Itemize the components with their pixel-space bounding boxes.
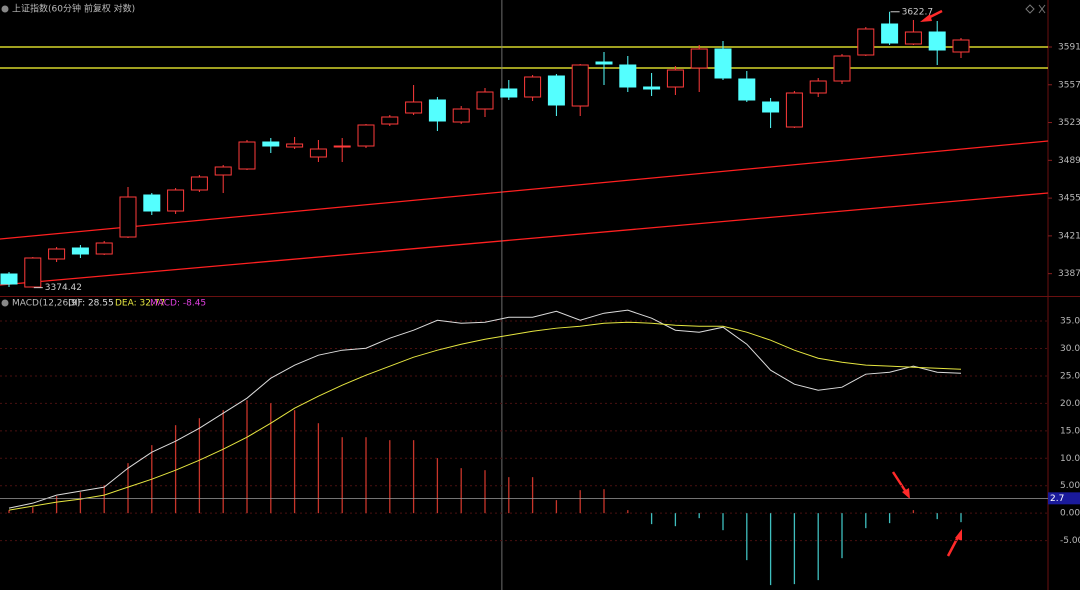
candle-body [452, 108, 470, 123]
candle-body [833, 55, 851, 82]
candle-body [405, 101, 423, 114]
candle-body [571, 64, 589, 107]
candle-body [619, 64, 637, 88]
candle-body [333, 145, 351, 148]
y-tick-label: 3489 [1058, 156, 1080, 166]
y-tick-label: 0.00 [1060, 509, 1080, 519]
red-arrow [920, 9, 943, 22]
candle-body [690, 48, 708, 69]
y-tick-label: 20.00 [1060, 399, 1080, 409]
candle-body [190, 176, 208, 191]
y-tick-label: 35.00 [1060, 317, 1080, 327]
candle-body [238, 141, 256, 170]
y-tick-label: 3591 [1058, 43, 1080, 53]
y-tick-label: 3387 [1058, 269, 1080, 279]
macd-title: MACD(12,26,9) [12, 299, 80, 309]
macd-legend: MACD: -8.45 [150, 299, 206, 309]
chart-title: 上证指数(60分钟 前复权 对数) [12, 3, 135, 15]
annotation-label: 3622.7 [902, 7, 934, 17]
candle-body [309, 148, 327, 158]
y-tick-label: 25.00 [1060, 371, 1080, 381]
candle-body [643, 86, 661, 90]
candle-body [119, 196, 137, 238]
annotation-label: 3374.42 [45, 283, 82, 293]
candle-body [286, 143, 304, 148]
candle-body [714, 48, 732, 79]
y-tick-label: 15.00 [1060, 426, 1080, 436]
macd-icon [1, 299, 9, 307]
diamond-icon[interactable] [1025, 4, 1035, 14]
candle-body [214, 166, 232, 176]
candle-body [809, 80, 827, 94]
title-icon [1, 5, 9, 13]
candle-body [71, 247, 89, 255]
candle-body [0, 273, 18, 285]
candle-body [857, 28, 875, 56]
y-tick-label: 30.00 [1060, 344, 1080, 354]
candle-body [48, 248, 66, 260]
candle-body [95, 242, 113, 255]
candle-body [952, 39, 970, 53]
macd-line [8, 321, 962, 511]
y-tick-label: -5.00 [1060, 536, 1080, 546]
y-tick-label: 5.00 [1060, 481, 1080, 491]
candle-body [524, 76, 542, 98]
candle-body [262, 141, 280, 147]
candle-body [762, 101, 780, 113]
dif-legend: DIF: 28.55 [68, 299, 114, 309]
candle-body [143, 194, 161, 212]
y-tick-label: 3455 [1058, 194, 1080, 204]
candle-body [928, 31, 946, 51]
crosshair-box [1048, 492, 1080, 505]
candle-body [666, 69, 684, 88]
candle-body [167, 189, 185, 212]
candle-body [881, 23, 899, 44]
candle-body [500, 88, 518, 98]
trend-line [0, 192, 1049, 286]
candle-body [547, 75, 565, 106]
y-tick-label: 3523 [1058, 118, 1080, 128]
y-tick-label: 3421 [1058, 231, 1080, 241]
macd-line [8, 309, 962, 509]
trend-line [0, 140, 1049, 240]
candle-body [785, 92, 803, 128]
candle-body [595, 61, 613, 65]
candle-body [428, 99, 446, 122]
candle-body [904, 31, 922, 45]
crosshair-label: 2.7 [1050, 494, 1064, 504]
candle-body [24, 257, 42, 288]
candle-body [357, 124, 375, 147]
y-tick-label: 3557 [1058, 80, 1080, 90]
candle-body [476, 91, 494, 110]
dea-legend: DEA: 32.77 [115, 299, 165, 309]
candle-body [381, 116, 399, 125]
red-arrow [891, 471, 910, 499]
close-icon[interactable] [1038, 4, 1046, 14]
candle-body [738, 78, 756, 101]
y-tick-label: 10.00 [1060, 454, 1080, 464]
